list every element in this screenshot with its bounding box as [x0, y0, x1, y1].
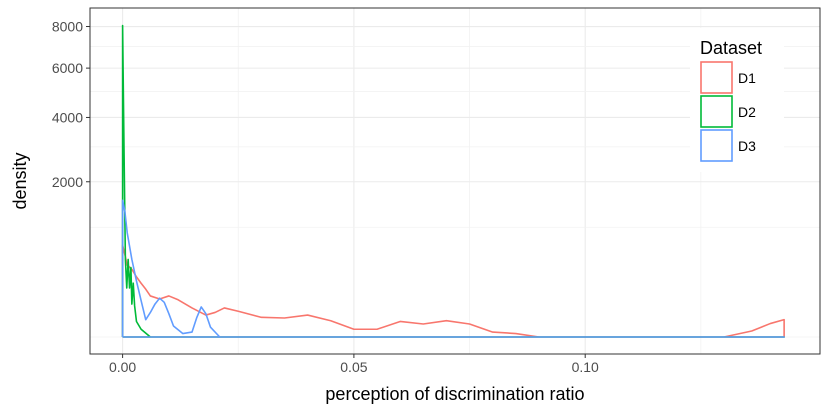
y-tick-label: 6000 [52, 60, 83, 76]
legend-label-d2: D2 [738, 104, 756, 120]
x-tick-label: 0.10 [572, 359, 599, 375]
y-tick-label: 4000 [52, 109, 83, 125]
legend-key-d2 [700, 95, 733, 128]
x-tick-label: 0.00 [109, 359, 136, 375]
y-axis-title: density [10, 152, 30, 209]
legend-title: Dataset [700, 38, 762, 58]
series-group [121, 24, 785, 338]
y-tick-label: 2000 [52, 174, 83, 190]
legend-key-d1 [700, 61, 733, 94]
series-line-d2 [121, 24, 785, 338]
legend-label-d3: D3 [738, 138, 756, 154]
series-line-d3 [121, 199, 785, 338]
legend: Dataset D1 D2 D3 [690, 28, 784, 172]
plot-border [89, 7, 821, 355]
legend-key-d3 [700, 129, 733, 162]
y-tick-label: 8000 [52, 19, 83, 35]
x-tick-label: 0.05 [340, 359, 367, 375]
x-axis-title: perception of discrimination ratio [325, 384, 584, 404]
legend-label-d1: D1 [738, 70, 756, 86]
